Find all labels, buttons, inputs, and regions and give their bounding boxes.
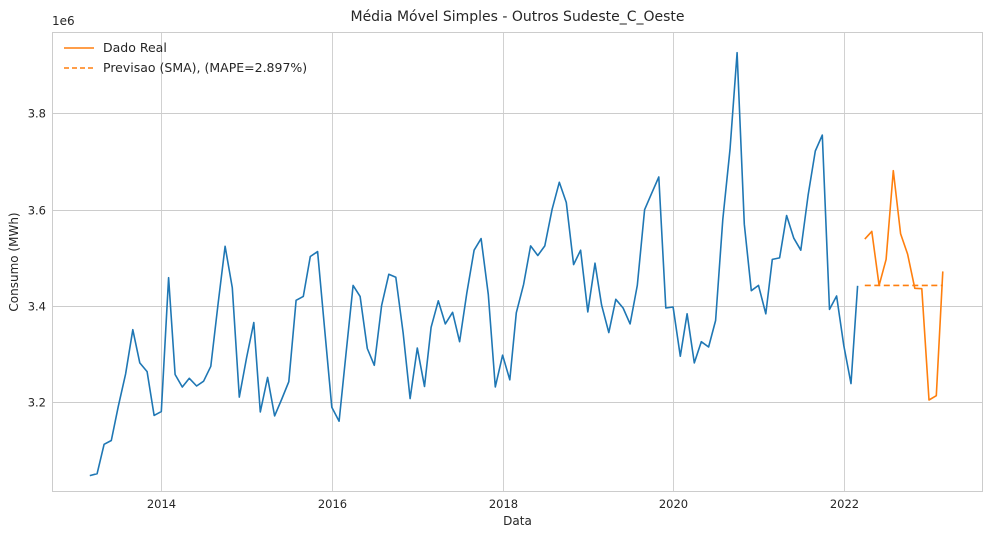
x-tick-label: 2014 bbox=[147, 497, 176, 511]
legend: Dado Real Previsao (SMA), (MAPE=2.897%) bbox=[64, 40, 307, 75]
x-tick-label: 2018 bbox=[489, 497, 518, 511]
series-line-real bbox=[864, 169, 944, 401]
y-axis-ticks: 3.2 3.4 3.6 3.8 bbox=[28, 107, 46, 410]
y-axis-offset-label: 1e6 bbox=[52, 14, 75, 28]
x-tick-label: 2022 bbox=[830, 497, 859, 511]
x-tick-label: 2016 bbox=[318, 497, 347, 511]
x-tick-label: 2020 bbox=[659, 497, 688, 511]
y-tick-label: 3.2 bbox=[28, 396, 46, 410]
x-axis-ticks: 2014 2016 2018 2020 2022 bbox=[147, 497, 859, 511]
y-axis-label: Consumo (MWh) bbox=[7, 212, 21, 311]
legend-label-real: Dado Real bbox=[103, 40, 167, 55]
y-tick-label: 3.4 bbox=[28, 300, 46, 314]
x-axis-label: Data bbox=[503, 514, 532, 528]
series-lines bbox=[89, 51, 944, 477]
plot-area bbox=[52, 32, 983, 492]
plot-frame bbox=[52, 32, 983, 492]
series-line-train bbox=[89, 51, 859, 477]
legend-label-forecast: Previsao (SMA), (MAPE=2.897%) bbox=[103, 60, 307, 75]
chart-title: Média Móvel Simples - Outros Sudeste_C_O… bbox=[350, 9, 684, 25]
y-tick-label: 3.8 bbox=[28, 107, 46, 121]
y-tick-label: 3.6 bbox=[28, 204, 46, 218]
